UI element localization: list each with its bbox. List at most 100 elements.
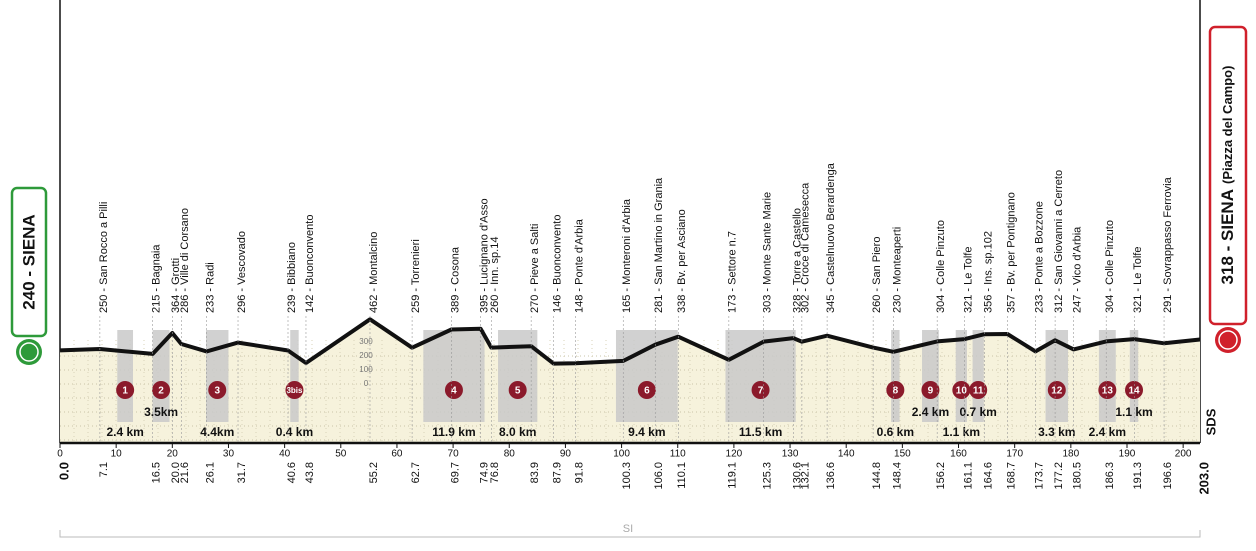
waypoint-km: 130.6 bbox=[791, 462, 803, 490]
sector-number: 11 bbox=[973, 386, 984, 397]
waypoint-km: 180.5 bbox=[1072, 462, 1084, 490]
waypoint-label: 250 - San Rocco a Pilli bbox=[98, 202, 110, 313]
km-endpoint: 203.0 bbox=[1196, 462, 1211, 495]
waypoint-km: 26.1 bbox=[204, 462, 216, 483]
finish-name: 318 - SIENA bbox=[1218, 189, 1237, 284]
sector-number: 9 bbox=[928, 386, 934, 397]
waypoint-km: 106.0 bbox=[653, 462, 665, 490]
waypoint-km: 76.8 bbox=[489, 462, 501, 483]
waypoint-label: 302 - Croce di Camesecca bbox=[800, 182, 812, 313]
x-tick-label: 150 bbox=[894, 449, 911, 460]
sector-badge bbox=[152, 381, 171, 399]
waypoint-km: 177.2 bbox=[1053, 462, 1065, 490]
waypoint-km: 119.1 bbox=[727, 462, 739, 489]
waypoint-label: 142 - Buonconvento bbox=[304, 215, 316, 313]
sector-badge bbox=[1098, 381, 1117, 399]
sector-length: 8.0 km bbox=[499, 425, 536, 439]
waypoint-km: 191.3 bbox=[1132, 462, 1144, 490]
waypoint-label: 259 - Torrenieri bbox=[410, 239, 422, 313]
sector-number: 6 bbox=[644, 386, 650, 397]
waypoint-label: 291 - Sovrappasso Ferrovia bbox=[1162, 176, 1174, 313]
sector-number: 14 bbox=[1128, 386, 1140, 397]
waypoint-km: 173.7 bbox=[1033, 462, 1045, 490]
x-tick-label: 40 bbox=[279, 449, 291, 460]
sector-band bbox=[290, 330, 299, 422]
sector-number: 3 bbox=[214, 386, 220, 397]
sector-band bbox=[117, 330, 134, 422]
waypoint-label: 239 - Bibbiano bbox=[286, 242, 298, 313]
sector-band bbox=[206, 330, 229, 422]
waypoint-km: 110.1 bbox=[676, 462, 688, 489]
waypoint-label: 260 - San Piero bbox=[871, 237, 883, 313]
waypoint-km: 55.2 bbox=[368, 462, 380, 483]
waypoint-km: 83.9 bbox=[529, 462, 541, 483]
sector-length: 0.4 km bbox=[276, 425, 313, 439]
sector-band bbox=[891, 330, 900, 422]
waypoint-label: 345 - Castelnuovo Berardenga bbox=[825, 162, 837, 313]
sector-badge bbox=[969, 381, 988, 399]
waypoint-km: 16.5 bbox=[151, 462, 163, 483]
waypoint-label: 148 - Ponte d'Arbia bbox=[573, 218, 585, 313]
sector-band bbox=[1045, 330, 1069, 422]
sector-length: 0.7 km bbox=[959, 405, 996, 419]
x-tick-label: 180 bbox=[1062, 449, 1079, 460]
start-icon-ring bbox=[19, 342, 39, 362]
waypoint-km: 125.3 bbox=[762, 462, 774, 490]
x-tick-label: 100 bbox=[613, 449, 630, 460]
x-tick-label: 140 bbox=[838, 449, 855, 460]
sector-band bbox=[972, 330, 984, 422]
sector-length: 4.4km bbox=[200, 425, 234, 439]
waypoint-km: 40.6 bbox=[286, 462, 298, 483]
sector-badge bbox=[751, 381, 770, 399]
sector-length: 11.5 km bbox=[739, 425, 782, 439]
sector-number: 1 bbox=[122, 386, 128, 397]
sector-badge bbox=[952, 381, 971, 399]
sector-number: 4 bbox=[451, 386, 457, 397]
waypoint-label: 303 - Monte Sante Marie bbox=[762, 192, 774, 313]
sector-badge bbox=[116, 381, 135, 399]
waypoint-label: 296 - Vescovado bbox=[236, 231, 248, 313]
start-label: 240 - SIENA bbox=[19, 214, 38, 309]
waypoint-label: 286 - Ville di Corsano bbox=[179, 208, 191, 313]
start-box bbox=[10, 186, 48, 338]
finish-box bbox=[1208, 25, 1248, 326]
y-tick-label: 100 bbox=[359, 365, 373, 374]
x-tick-label: 130 bbox=[782, 449, 799, 460]
waypoint-label: 146 - Buonconvento bbox=[552, 215, 564, 313]
sector-band bbox=[615, 330, 678, 422]
waypoint-label: 389 - Cosona bbox=[449, 246, 461, 313]
waypoint-label: 233 - Radi bbox=[204, 262, 216, 313]
waypoint-km: 62.7 bbox=[410, 462, 422, 483]
finish-detail: (Piazza del Campo) bbox=[1220, 66, 1235, 184]
waypoint-km: 7.1 bbox=[98, 462, 110, 477]
waypoint-km: 164.6 bbox=[982, 462, 994, 490]
sector-badge bbox=[208, 381, 227, 399]
sector-number: 5 bbox=[515, 386, 521, 397]
sector-badge bbox=[921, 381, 940, 399]
y-tick-label: 0 bbox=[364, 379, 369, 388]
sector-length: 1.1 km bbox=[943, 425, 980, 439]
waypoint-label: 321 - Le Tolfe bbox=[1132, 247, 1144, 313]
waypoint-km: 136.6 bbox=[825, 462, 837, 490]
sector-band bbox=[922, 330, 939, 422]
y-tick-label: 200 bbox=[359, 351, 373, 360]
sector-band bbox=[955, 330, 967, 422]
sector-number: 13 bbox=[1102, 386, 1114, 397]
sector-number: 10 bbox=[956, 386, 968, 397]
finish-icon-ring bbox=[1218, 330, 1238, 350]
waypoint-label: 356 - Ins. sp.102 bbox=[982, 231, 994, 313]
waypoint-label: 260 - Inn. sp.14 bbox=[489, 237, 501, 313]
y-tick-label: 300 bbox=[359, 337, 373, 346]
waypoint-km: 156.2 bbox=[935, 462, 947, 490]
waypoint-km: 21.6 bbox=[179, 462, 191, 483]
waypoint-label: 233 - Ponte a Bozzone bbox=[1033, 201, 1045, 313]
x-tick-label: 80 bbox=[504, 449, 516, 460]
waypoint-label: 462 - Montalcino bbox=[368, 232, 380, 313]
waypoint-km: 69.7 bbox=[449, 462, 461, 483]
x-tick-label: 190 bbox=[1119, 449, 1136, 460]
waypoint-km: 196.6 bbox=[1162, 462, 1174, 490]
province-label: SI bbox=[623, 523, 633, 535]
sector-number: 2 bbox=[158, 386, 164, 397]
sector-length: 0.6 km bbox=[877, 425, 914, 439]
